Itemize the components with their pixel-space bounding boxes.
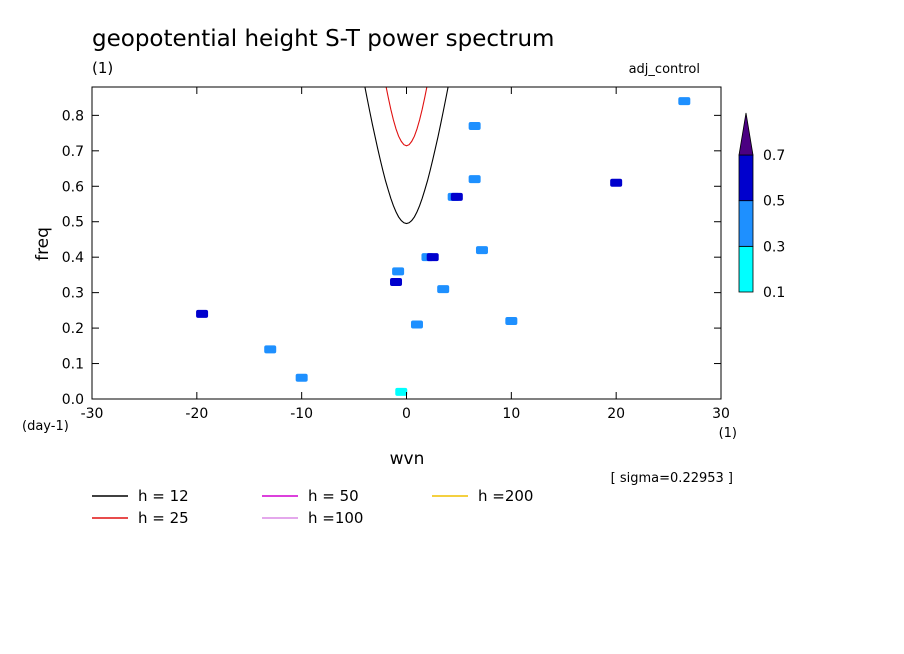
contour-blob xyxy=(426,253,439,262)
contour-blob xyxy=(450,192,463,201)
chart-subtitle-right: adj_control xyxy=(629,62,700,77)
contour-blob xyxy=(395,387,408,396)
contour-blob xyxy=(390,278,403,286)
y-tick-label: 0.1 xyxy=(62,357,84,373)
colorbar-arrow xyxy=(738,112,754,156)
legend-label: h =100 xyxy=(308,509,363,527)
y-tick-label: 0.2 xyxy=(62,321,84,337)
colorbar-label: 0.1 xyxy=(763,285,785,301)
contour-blob xyxy=(437,285,450,294)
y-tick-label: 0.6 xyxy=(62,179,84,195)
contour-blob xyxy=(264,345,277,354)
y-tick-label: 0.5 xyxy=(62,215,84,231)
colorbar: 0.1 0.3 0.5 0.7 xyxy=(738,112,785,301)
contour-blob xyxy=(505,317,518,325)
colorbar-segment xyxy=(738,245,754,293)
x-tick-label: 30 xyxy=(712,406,730,422)
legend-label: h = 12 xyxy=(138,487,189,505)
x-tick-label: -20 xyxy=(185,406,208,422)
colorbar-label: 0.3 xyxy=(763,239,785,255)
contour-blob xyxy=(295,373,308,382)
plot-frame xyxy=(91,86,722,400)
x-unit-label: (1) xyxy=(719,426,737,441)
x-tick-label: 0 xyxy=(402,406,411,422)
spectrum-contours xyxy=(196,97,691,396)
colorbar-label: 0.5 xyxy=(763,194,785,210)
y-axis-label: freq xyxy=(33,227,53,261)
chart-subtitle-left: (1) xyxy=(92,59,113,77)
legend-label: h = 50 xyxy=(308,487,359,505)
x-tick-label: 20 xyxy=(607,406,625,422)
y-axis: 0.0 0.1 0.2 0.3 0.4 0.5 0.6 0.7 0.8 xyxy=(62,108,721,408)
contour-blob xyxy=(610,178,623,187)
colorbar-segment xyxy=(738,200,754,247)
contour-blob xyxy=(475,246,488,255)
contour-blob xyxy=(392,267,405,276)
y-tick-label: 0.4 xyxy=(62,250,84,266)
x-tick-label: 10 xyxy=(502,406,520,422)
contour-blob xyxy=(468,122,481,130)
x-tick-label: -30 xyxy=(81,406,104,422)
contour-blob xyxy=(410,320,423,329)
legend-label: h =200 xyxy=(478,487,533,505)
dispersion-curves xyxy=(364,87,449,225)
contour-blob xyxy=(196,309,209,318)
legend: h = 12 h = 25 h = 50 h =100 h =200 xyxy=(92,487,533,527)
contour-blob xyxy=(678,97,691,106)
y-unit-label: (day-1) xyxy=(22,419,69,434)
dispersion-curve-h25 xyxy=(385,87,428,147)
colorbar-segment xyxy=(738,154,754,202)
y-tick-label: 0.0 xyxy=(62,392,84,408)
y-tick-label: 0.8 xyxy=(62,108,84,124)
contour-blob xyxy=(468,175,481,184)
sigma-annotation: [ sigma=0.22953 ] xyxy=(611,471,733,486)
colorbar-label: 0.7 xyxy=(763,148,785,164)
dispersion-curve-h12 xyxy=(364,87,449,225)
legend-label: h = 25 xyxy=(138,509,189,527)
y-tick-label: 0.3 xyxy=(62,286,84,302)
x-axis-label: wvn xyxy=(390,449,425,469)
x-axis: -30 -20 -10 0 10 20 30 xyxy=(81,87,730,422)
y-tick-label: 0.7 xyxy=(62,144,84,160)
chart-title: geopotential height S-T power spectrum xyxy=(92,26,554,52)
x-tick-label: -10 xyxy=(290,406,313,422)
